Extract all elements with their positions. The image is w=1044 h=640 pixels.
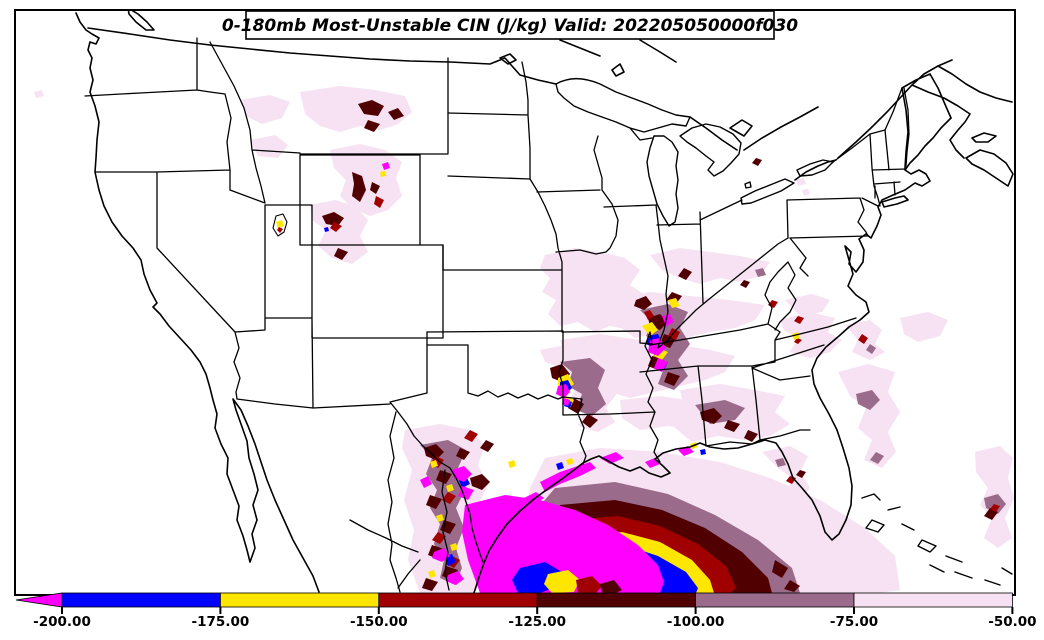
lake-st-clair bbox=[744, 181, 752, 189]
great-salt-lake-cin-yellow bbox=[276, 220, 284, 228]
state-borders bbox=[84, 37, 910, 563]
cin-fill-pale-pink bbox=[34, 86, 1014, 593]
title-box-border bbox=[245, 10, 775, 40]
colorbar-tick-label-1: -175.00 bbox=[192, 614, 250, 630]
colorbar-tick-label-6: -50.00 bbox=[988, 614, 1036, 630]
cin-band-yellow-inner bbox=[544, 570, 580, 593]
colorbar-segment-pale-pink bbox=[853, 592, 1013, 608]
cin-fill-magenta bbox=[382, 162, 694, 593]
colorbar-tick-label-4: -100.00 bbox=[667, 614, 725, 630]
colorbar: -200.00 -175.00 -150.00 -125.00 -100.00 … bbox=[15, 592, 1037, 630]
colorbar-tick-label-0: -200.00 bbox=[33, 614, 91, 630]
colorbar-tick-label-2: -150.00 bbox=[350, 614, 408, 630]
map-title: 0-180mb Most-Unstable CIN (J/kg) Valid: … bbox=[222, 16, 798, 36]
mexico-borders bbox=[349, 411, 450, 593]
cin-band-maroon-inner bbox=[600, 580, 622, 593]
cin-shading-layers bbox=[34, 86, 1014, 593]
lake-michigan bbox=[646, 135, 679, 227]
pacific-coastline bbox=[75, 10, 320, 593]
state-borders-plains bbox=[426, 61, 661, 465]
state-borders-midwest-south bbox=[629, 127, 857, 447]
colorbar-tick-marks bbox=[61, 607, 1014, 614]
atlantic-gulf-coastline bbox=[472, 117, 952, 595]
map-content bbox=[34, 10, 1014, 595]
colorbar-segment-yellow bbox=[219, 592, 380, 608]
coastlines bbox=[75, 10, 1014, 595]
colorbar-segment-mauve bbox=[695, 592, 855, 608]
state-borders-west bbox=[84, 37, 484, 563]
caribbean-islands bbox=[861, 493, 1013, 586]
canada-borders-and-coast bbox=[87, 19, 1014, 187]
lake-superior bbox=[555, 78, 691, 133]
colorbar-tick-label-5: -75.00 bbox=[830, 614, 878, 630]
cin-inner-bands-over-magenta bbox=[512, 562, 622, 593]
cin-band-firebrick-inner bbox=[576, 576, 602, 593]
state-borders-northeast bbox=[786, 87, 910, 239]
colorbar-segment-dark-maroon bbox=[536, 592, 697, 608]
colorbar-tick-label-3: -125.00 bbox=[508, 614, 566, 630]
colorbar-segment-firebrick bbox=[378, 592, 538, 608]
colorbar-segment-blue bbox=[61, 592, 221, 608]
lake-huron bbox=[679, 123, 742, 177]
lake-erie bbox=[740, 178, 795, 205]
great-salt-lake-cin-red bbox=[277, 227, 283, 233]
title-box: 0-180mb Most-Unstable CIN (J/kg) Valid: … bbox=[222, 10, 798, 40]
water-bodies bbox=[272, 78, 834, 237]
